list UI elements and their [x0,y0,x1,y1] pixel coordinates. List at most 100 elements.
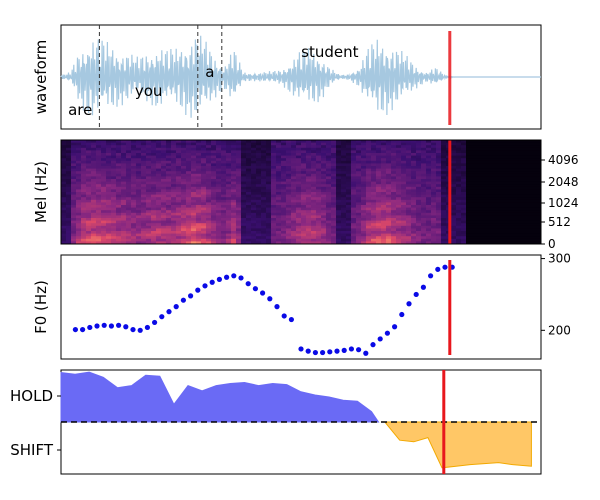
mel-cell [111,210,117,214]
mel-cell [211,223,217,227]
mel-cell [141,202,147,206]
mel-cell [411,171,417,175]
mel-cell [131,176,137,180]
mel-cell [336,197,342,201]
mel-cell [281,140,287,143]
mel-cell [416,140,422,143]
mel-cell [521,158,527,162]
mel-cell [281,153,287,156]
mel-cell [196,171,202,175]
mel-cell [216,207,222,211]
mel-cell [336,202,342,206]
mel-cell [171,158,177,162]
mel-cell [251,220,257,224]
mel-cell [281,173,287,177]
mel-cell [171,184,177,188]
mel-cell [321,225,327,229]
mel-cell [471,147,477,151]
mel-cell [301,212,307,216]
mel-cell [306,142,312,146]
mel-cell [526,176,532,180]
mel-cell [336,145,342,149]
mel-cell [171,223,177,227]
mel-cell [131,181,137,185]
mel-cell [81,205,87,208]
mel-cell [71,147,77,151]
mel-cell [241,205,247,208]
mel-cell [211,166,217,169]
mel-cell [66,142,72,146]
mel-cell [381,168,387,172]
mel-cell [261,238,267,242]
waveform-ylabel: waveform [32,40,50,115]
mel-cell [361,202,367,206]
f0-point [173,304,179,310]
mel-cell [241,228,247,232]
mel-cell [296,212,302,216]
mel-cell [266,215,272,219]
mel-cell [191,155,197,159]
mel-cell [116,215,122,219]
mel-cell [456,171,462,175]
mel-cell [346,199,352,203]
mel-cell [81,231,87,234]
mel-cell [426,173,432,177]
mel-cell [221,150,227,154]
mel-cell [271,147,277,151]
mel-cell [346,184,352,188]
mel-cell [421,202,427,206]
mel-cell [331,194,337,198]
mel-cell [241,189,247,193]
mel-cell [246,199,252,203]
mel-cell [431,176,437,180]
mel-cell [131,218,137,221]
mel-cell [491,238,497,242]
mel-cell [351,171,357,175]
mel-cell [236,199,242,203]
mel-cell [406,179,412,182]
mel-cell [396,207,402,211]
mel-cell [166,163,172,167]
mel-cell [241,194,247,198]
mel-cell [531,205,537,208]
mel-cell [76,210,82,214]
mel-cell [441,220,447,224]
mel-cell [476,220,482,224]
mel-cell [401,223,407,227]
mel-cell [281,194,287,198]
mel-cell [451,228,457,232]
mel-cell [376,160,382,164]
mel-cell [291,158,297,162]
mel-cell [126,150,132,154]
mel-cell [211,231,217,234]
mel-cell [521,194,527,198]
mel-cell [261,220,267,224]
mel-cell [321,147,327,151]
mel-cell [366,194,372,198]
mel-cell [311,158,317,162]
mel-cell [336,189,342,193]
mel-cell [131,184,137,188]
f0-point [231,273,237,279]
mel-cell [526,163,532,167]
mel-cell [141,168,147,172]
mel-cell [391,168,397,172]
mel-cell [356,168,362,172]
mel-cell [251,233,257,237]
mel-cell [221,225,227,229]
mel-cell [151,189,157,193]
mel-cell [511,233,517,237]
mel-cell [186,166,192,169]
mel-cell [251,163,257,167]
mel-cell [506,218,512,221]
mel-cell [441,140,447,143]
mel-cell [356,212,362,216]
mel-cell [186,238,192,242]
mel-cell [236,238,242,242]
mel-cell [516,163,522,167]
mel-cell [426,225,432,229]
mel-cell [246,202,252,206]
mel-cell [336,210,342,214]
mel-cell [221,197,227,201]
mel-cell [161,171,167,175]
